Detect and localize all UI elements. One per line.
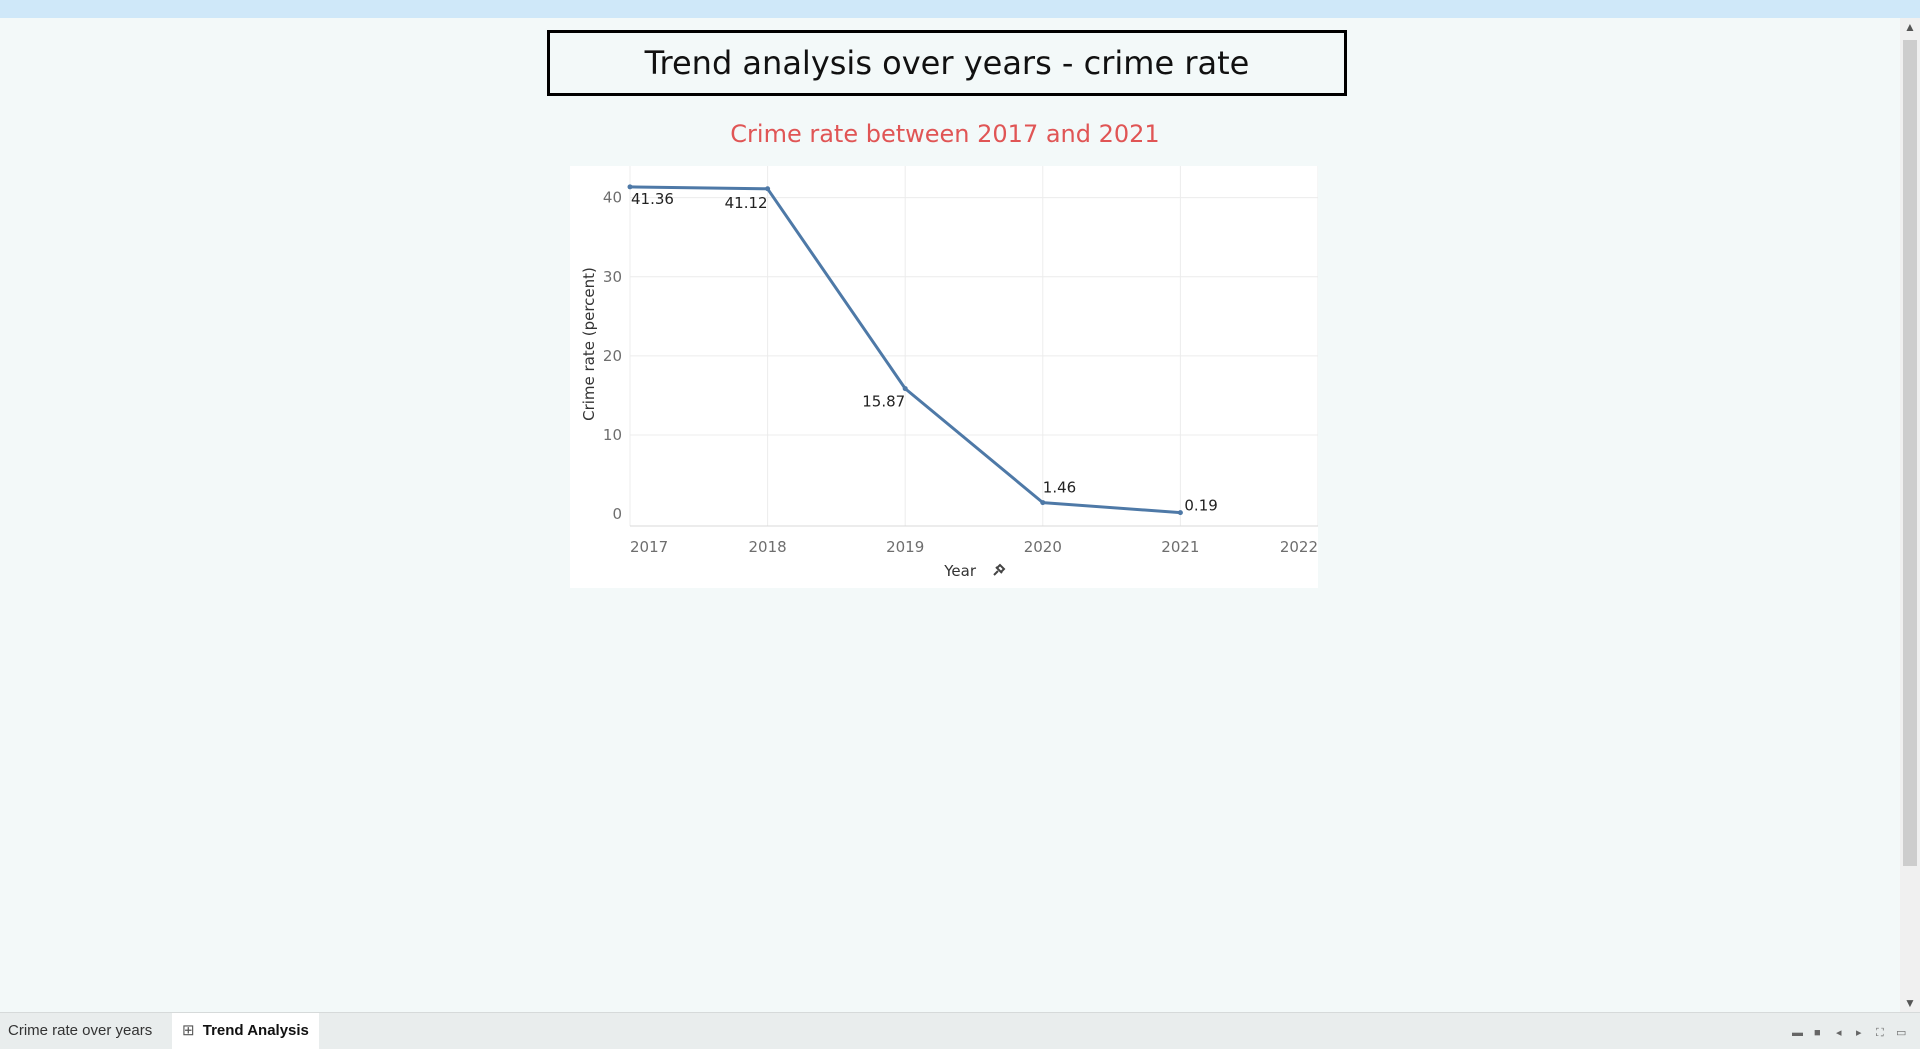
scroll-thumb[interactable] (1903, 40, 1917, 866)
tab-trend-analysis[interactable]: ⊞ Trend Analysis (172, 1013, 319, 1049)
y-tick-label: 30 (603, 268, 622, 286)
data-label: 1.46 (1043, 479, 1076, 497)
x-tick-label: 2019 (886, 538, 924, 556)
y-tick-label: 10 (603, 426, 622, 444)
scroll-up-icon[interactable]: ▲ (1904, 20, 1916, 34)
y-tick-label: 40 (603, 189, 622, 207)
data-point[interactable] (765, 186, 771, 192)
data-point[interactable] (1177, 510, 1183, 516)
scroll-down-icon[interactable]: ▼ (1904, 996, 1916, 1010)
presentation-icon[interactable]: ▭ (1896, 1027, 1907, 1039)
data-point[interactable] (1040, 500, 1046, 506)
y-axis-title: Crime rate (percent) (580, 267, 598, 421)
gridlines (629, 166, 1318, 527)
grid-icon: ⊞ (182, 1022, 195, 1039)
dashboard-title: Trend analysis over years - crime rate (547, 30, 1347, 96)
sheet-tab-bar: Crime rate over years ⊞ Trend Analysis ▬… (0, 1012, 1920, 1049)
filmstrip-icon[interactable]: ■ (1814, 1027, 1821, 1039)
chart-title: Crime rate between 2017 and 2021 (730, 120, 1160, 148)
x-tick-label: 2020 (1024, 538, 1062, 556)
data-point[interactable] (902, 386, 908, 392)
data-label: 41.12 (725, 194, 768, 212)
data-labels: 41.36 41.12 15.87 1.46 0.19 (631, 190, 1218, 515)
data-label: 0.19 (1184, 497, 1217, 515)
y-tick-label: 20 (603, 347, 622, 365)
top-bar (0, 0, 1920, 18)
x-axis-title: Year (943, 562, 977, 580)
previous-sheet-icon[interactable]: ◂ (1836, 1027, 1842, 1039)
x-tick-label: 2021 (1161, 538, 1199, 556)
tab-label: Crime rate over years (8, 1022, 153, 1039)
next-sheet-icon[interactable]: ▸ (1856, 1027, 1862, 1039)
x-tick-label: 2022 (1280, 538, 1318, 556)
x-tick-label: 2018 (749, 538, 787, 556)
fullscreen-icon[interactable]: ⛶ (1876, 1027, 1884, 1039)
pin-icon[interactable] (993, 563, 1006, 576)
data-points[interactable] (627, 184, 1183, 516)
y-tick-label: 0 (612, 505, 622, 523)
data-label: 41.36 (631, 190, 674, 208)
data-point[interactable] (627, 184, 633, 190)
tab-label: Trend Analysis (202, 1022, 309, 1039)
line-chart[interactable]: 0 10 20 30 40 2017 2018 2019 2020 2021 2022 41.36 4… (570, 166, 1318, 588)
data-label: 15.87 (862, 393, 905, 411)
tab-crime-rate-over-years[interactable]: Crime rate over years (0, 1013, 160, 1049)
show-sheets-icon[interactable]: ▬ (1792, 1027, 1803, 1039)
vertical-scrollbar[interactable]: ▲ ▼ (1900, 18, 1920, 1012)
x-tick-label: 2017 (630, 538, 668, 556)
axis-ticks: 0 10 20 30 40 2017 2018 2019 2020 2021 2022 (603, 189, 1318, 556)
